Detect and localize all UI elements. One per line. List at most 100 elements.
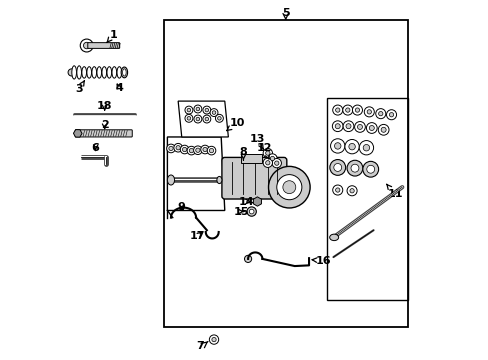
Circle shape <box>335 124 340 129</box>
Circle shape <box>174 143 182 152</box>
Circle shape <box>378 112 382 116</box>
Text: 6: 6 <box>92 143 100 153</box>
Circle shape <box>203 115 210 123</box>
Circle shape <box>196 117 199 121</box>
Circle shape <box>195 148 200 152</box>
Circle shape <box>354 122 365 132</box>
Circle shape <box>343 121 353 132</box>
Circle shape <box>201 145 209 154</box>
Circle shape <box>375 109 385 119</box>
Circle shape <box>263 158 272 167</box>
Circle shape <box>335 188 339 192</box>
Circle shape <box>329 159 345 175</box>
Bar <box>163 21 407 327</box>
Circle shape <box>364 107 373 117</box>
Circle shape <box>187 146 195 155</box>
Circle shape <box>265 161 269 165</box>
Text: 8: 8 <box>239 147 247 160</box>
Text: 13: 13 <box>249 134 264 149</box>
Circle shape <box>217 117 221 120</box>
Circle shape <box>346 160 362 176</box>
Circle shape <box>182 147 186 152</box>
FancyBboxPatch shape <box>75 130 132 137</box>
Text: 17: 17 <box>190 231 205 240</box>
Text: 12: 12 <box>256 143 271 159</box>
Bar <box>241 154 262 163</box>
FancyBboxPatch shape <box>88 42 120 48</box>
Circle shape <box>204 117 208 121</box>
Ellipse shape <box>97 67 102 78</box>
Circle shape <box>334 143 340 149</box>
Circle shape <box>335 108 339 112</box>
Circle shape <box>166 144 175 153</box>
Text: 3: 3 <box>76 81 84 94</box>
Circle shape <box>366 110 371 114</box>
Circle shape <box>378 125 388 135</box>
Ellipse shape <box>81 67 86 78</box>
Circle shape <box>359 140 373 155</box>
Circle shape <box>363 144 369 151</box>
Circle shape <box>344 139 359 154</box>
Text: 18: 18 <box>97 102 112 112</box>
Circle shape <box>194 115 202 123</box>
Circle shape <box>349 189 353 193</box>
Circle shape <box>330 139 344 153</box>
Circle shape <box>184 106 192 114</box>
Text: 14: 14 <box>238 197 254 207</box>
Text: 10: 10 <box>226 118 244 131</box>
Text: 7: 7 <box>195 341 203 351</box>
Circle shape <box>210 109 218 117</box>
Circle shape <box>333 163 341 171</box>
Circle shape <box>388 113 393 117</box>
Text: 2: 2 <box>101 121 108 130</box>
Ellipse shape <box>112 67 117 78</box>
Circle shape <box>80 39 93 52</box>
Text: 11: 11 <box>386 184 402 199</box>
Circle shape <box>203 147 207 152</box>
Text: 1: 1 <box>107 30 117 42</box>
Circle shape <box>263 148 272 158</box>
Ellipse shape <box>117 67 122 78</box>
Ellipse shape <box>77 66 81 79</box>
Circle shape <box>187 108 190 112</box>
Circle shape <box>350 164 358 172</box>
Circle shape <box>184 114 192 122</box>
Ellipse shape <box>92 67 96 78</box>
Circle shape <box>196 107 199 111</box>
Ellipse shape <box>107 67 111 78</box>
Circle shape <box>332 105 342 115</box>
Circle shape <box>362 161 378 177</box>
Circle shape <box>244 255 251 262</box>
Text: 16: 16 <box>311 256 330 266</box>
FancyBboxPatch shape <box>222 157 286 199</box>
Polygon shape <box>178 101 228 137</box>
Polygon shape <box>326 98 407 300</box>
Circle shape <box>282 181 295 194</box>
Ellipse shape <box>217 176 222 184</box>
Circle shape <box>68 69 75 76</box>
Circle shape <box>268 166 309 208</box>
Circle shape <box>271 158 281 168</box>
Circle shape <box>246 207 256 216</box>
Ellipse shape <box>121 67 127 78</box>
Circle shape <box>342 105 352 115</box>
Circle shape <box>204 108 208 112</box>
Ellipse shape <box>122 69 126 76</box>
Circle shape <box>176 145 180 150</box>
Ellipse shape <box>87 67 91 78</box>
Circle shape <box>207 146 215 155</box>
Circle shape <box>366 123 376 134</box>
Circle shape <box>267 154 277 163</box>
Text: 5: 5 <box>282 8 289 18</box>
Circle shape <box>187 117 190 120</box>
Circle shape <box>215 114 223 122</box>
Ellipse shape <box>167 175 174 185</box>
Ellipse shape <box>102 67 106 78</box>
Circle shape <box>209 335 218 344</box>
Circle shape <box>380 127 386 132</box>
Circle shape <box>203 106 210 114</box>
Text: 4: 4 <box>115 83 122 93</box>
Circle shape <box>346 124 350 129</box>
Circle shape <box>265 151 269 155</box>
Ellipse shape <box>72 66 76 79</box>
